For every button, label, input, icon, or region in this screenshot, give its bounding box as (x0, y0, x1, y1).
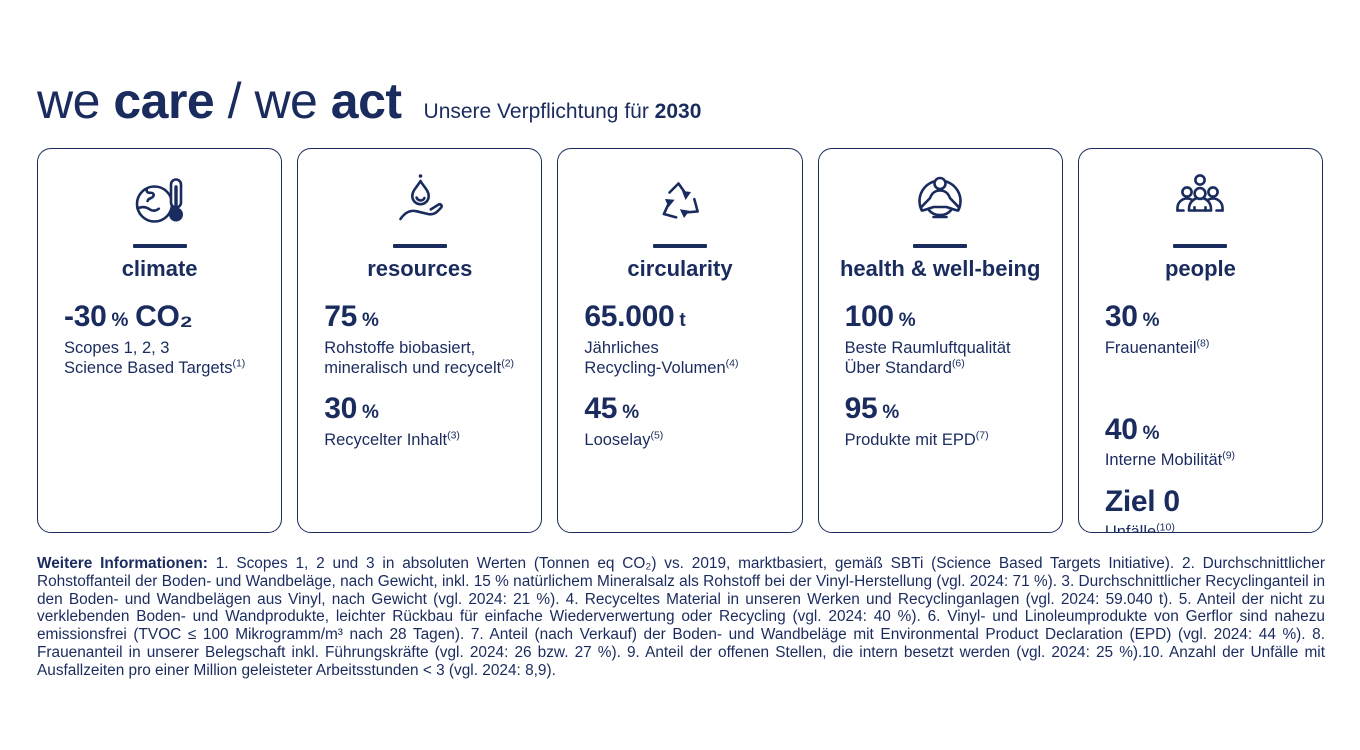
stat-description: Interne Mobilität(9) (1104, 449, 1236, 470)
people-stats: 30% Frauenanteil(8) 40% Interne Mobilitä… (1079, 301, 1322, 533)
stat-looselay: 45% Looselay(5) (584, 393, 791, 450)
title-we2: we (254, 73, 318, 129)
footnotes-text: 1. Scopes 1, 2 und 3 in absoluten Werten… (37, 555, 1325, 679)
stat-description: Unfälle(10) (1104, 521, 1175, 533)
stat-co2-reduction: -30% CO₂ Scopes 1, 2, 3 Science Based Tar… (64, 301, 271, 378)
stat-value: 30 (1104, 300, 1138, 333)
stat-value: -30 (64, 300, 107, 333)
card-title-health: health & well-being (839, 256, 1041, 281)
footnote-ref: (1) (232, 357, 246, 370)
footnote-ref: (7) (975, 429, 989, 442)
subtitle-text: Unsere Verpflichtung für (423, 100, 649, 123)
stat-description: Jährliches Recycling-Volumen(4) (584, 338, 739, 377)
climate-stats: -30% CO₂ Scopes 1, 2, 3 Science Based Tar… (38, 301, 281, 378)
footnote-ref: (4) (725, 357, 739, 370)
card-circularity: circularity 65.000 t Jährliches Recycling… (557, 148, 803, 533)
card-divider (392, 244, 447, 248)
footnote-ref: (9) (1222, 449, 1236, 462)
stat-unit: t (679, 310, 686, 331)
stat-description: Frauenanteil(8) (1104, 337, 1210, 357)
card-resources: resources 75% Rohstoffe biobasiert, mine… (297, 148, 543, 533)
stat-zero-accidents: Ziel 0 Unfälle(10) (1104, 484, 1312, 533)
stat-description: Recycelter Inhalt(3) (324, 429, 460, 449)
card-climate: climate -30% CO₂ Scopes 1, 2, 3 Science B… (37, 148, 283, 533)
commitment-cards: climate -30% CO₂ Scopes 1, 2, 3 Science B… (37, 148, 1324, 533)
people-group-icon (1176, 174, 1225, 212)
globe-thermometer-icon (135, 178, 183, 223)
circularity-icon-wrap (558, 169, 801, 235)
stat-recycling-volume: 65.000 t Jährliches Recycling-Volumen(4) (584, 301, 791, 378)
stat-unit: % (1142, 422, 1160, 444)
footnote-ref: (5) (650, 429, 664, 442)
stat-value: 65.000 (584, 300, 675, 333)
footnote-ref: (6) (951, 357, 965, 370)
stat-value: 45 (584, 392, 618, 426)
circularity-stats: 65.000 t Jährliches Recycling-Volumen(4) … (558, 301, 801, 450)
card-divider (132, 244, 187, 248)
stat-suffix: CO₂ (135, 300, 193, 333)
page-title: we care / we act (37, 72, 402, 130)
stat-unit: % (1142, 310, 1160, 331)
card-divider (1173, 244, 1228, 248)
meditating-person-icon (918, 176, 962, 219)
page-subtitle: Unsere Verpflichtung für 2030 (424, 100, 702, 124)
page-header: we care / we act Unsere Verpflichtung fü… (37, 72, 701, 130)
title-we1: we (37, 73, 100, 129)
stat-raw-materials: 75% Rohstoffe biobasiert, mineralisch un… (324, 301, 531, 378)
stat-description: Produkte mit EPD(7) (844, 429, 989, 449)
card-people: people 30% Frauenanteil(8) 40% Interne M… (1077, 148, 1324, 533)
stat-description: Looselay(5) (584, 429, 664, 449)
stat-value: 75 (324, 300, 357, 333)
stat-value: 95 (844, 392, 878, 426)
card-title-people: people (1164, 256, 1236, 281)
stat-value: 30 (324, 392, 357, 426)
stat-recycled-content: 30% Recycelter Inhalt(3) (324, 393, 531, 450)
card-title-circularity: circularity (627, 256, 733, 281)
stat-unit: % (882, 402, 899, 424)
title-care: care (113, 73, 215, 129)
resources-stats: 75% Rohstoffe biobasiert, mineralisch un… (298, 301, 541, 450)
resources-icon-wrap (298, 169, 541, 235)
people-icon-wrap (1079, 169, 1322, 235)
card-divider (913, 244, 968, 248)
stat-internal-mobility: 40% Interne Mobilität(9) (1105, 414, 1312, 471)
stat-description: Rohstoffe biobasiert, mineralisch und re… (324, 338, 515, 377)
health-icon-wrap (819, 169, 1062, 235)
footnotes: Weitere Informationen: 1. Scopes 1, 2 un… (37, 555, 1325, 680)
subtitle-year: 2030 (654, 100, 702, 123)
stat-unit: % (111, 310, 129, 331)
card-divider (653, 244, 707, 248)
health-stats: 100% Beste Raumluftqualität Über Standar… (819, 301, 1062, 450)
footnote-ref: (2) (501, 357, 515, 370)
card-health-wellbeing: health & well-being 100% Beste Raumluftq… (817, 148, 1063, 533)
stat-epd-products: 95% Produkte mit EPD(7) (845, 393, 1052, 450)
footnote-ref: (8) (1196, 337, 1210, 349)
stat-value: 100 (844, 300, 894, 333)
stat-value: 40 (1104, 412, 1138, 446)
stat-description: Beste Raumluftqualität Über Standard(6) (844, 338, 1011, 377)
stat-unit: % (361, 310, 379, 331)
title-slash: / (227, 73, 242, 129)
stat-air-quality: 100% Beste Raumluftqualität Über Standar… (845, 301, 1052, 378)
stat-value: Ziel 0 (1104, 484, 1180, 518)
stat-unit: % (361, 402, 379, 424)
card-title-resources: resources (367, 256, 473, 281)
stat-unit: % (898, 310, 916, 331)
title-act: act (330, 73, 402, 129)
stat-description: Scopes 1, 2, 3 Science Based Targets(1) (64, 338, 246, 377)
footnotes-label: Weitere Informationen: (37, 555, 208, 572)
recycling-arrows-icon (662, 182, 699, 219)
footnote-ref: (10) (1156, 521, 1175, 533)
card-title-climate: climate (121, 256, 198, 281)
water-drop-hand-icon (398, 174, 443, 221)
footnote-ref: (3) (447, 429, 460, 442)
stat-unit: % (622, 402, 639, 424)
climate-icon-wrap (38, 169, 281, 235)
stat-women-share: 30% Frauenanteil(8) (1105, 301, 1312, 358)
